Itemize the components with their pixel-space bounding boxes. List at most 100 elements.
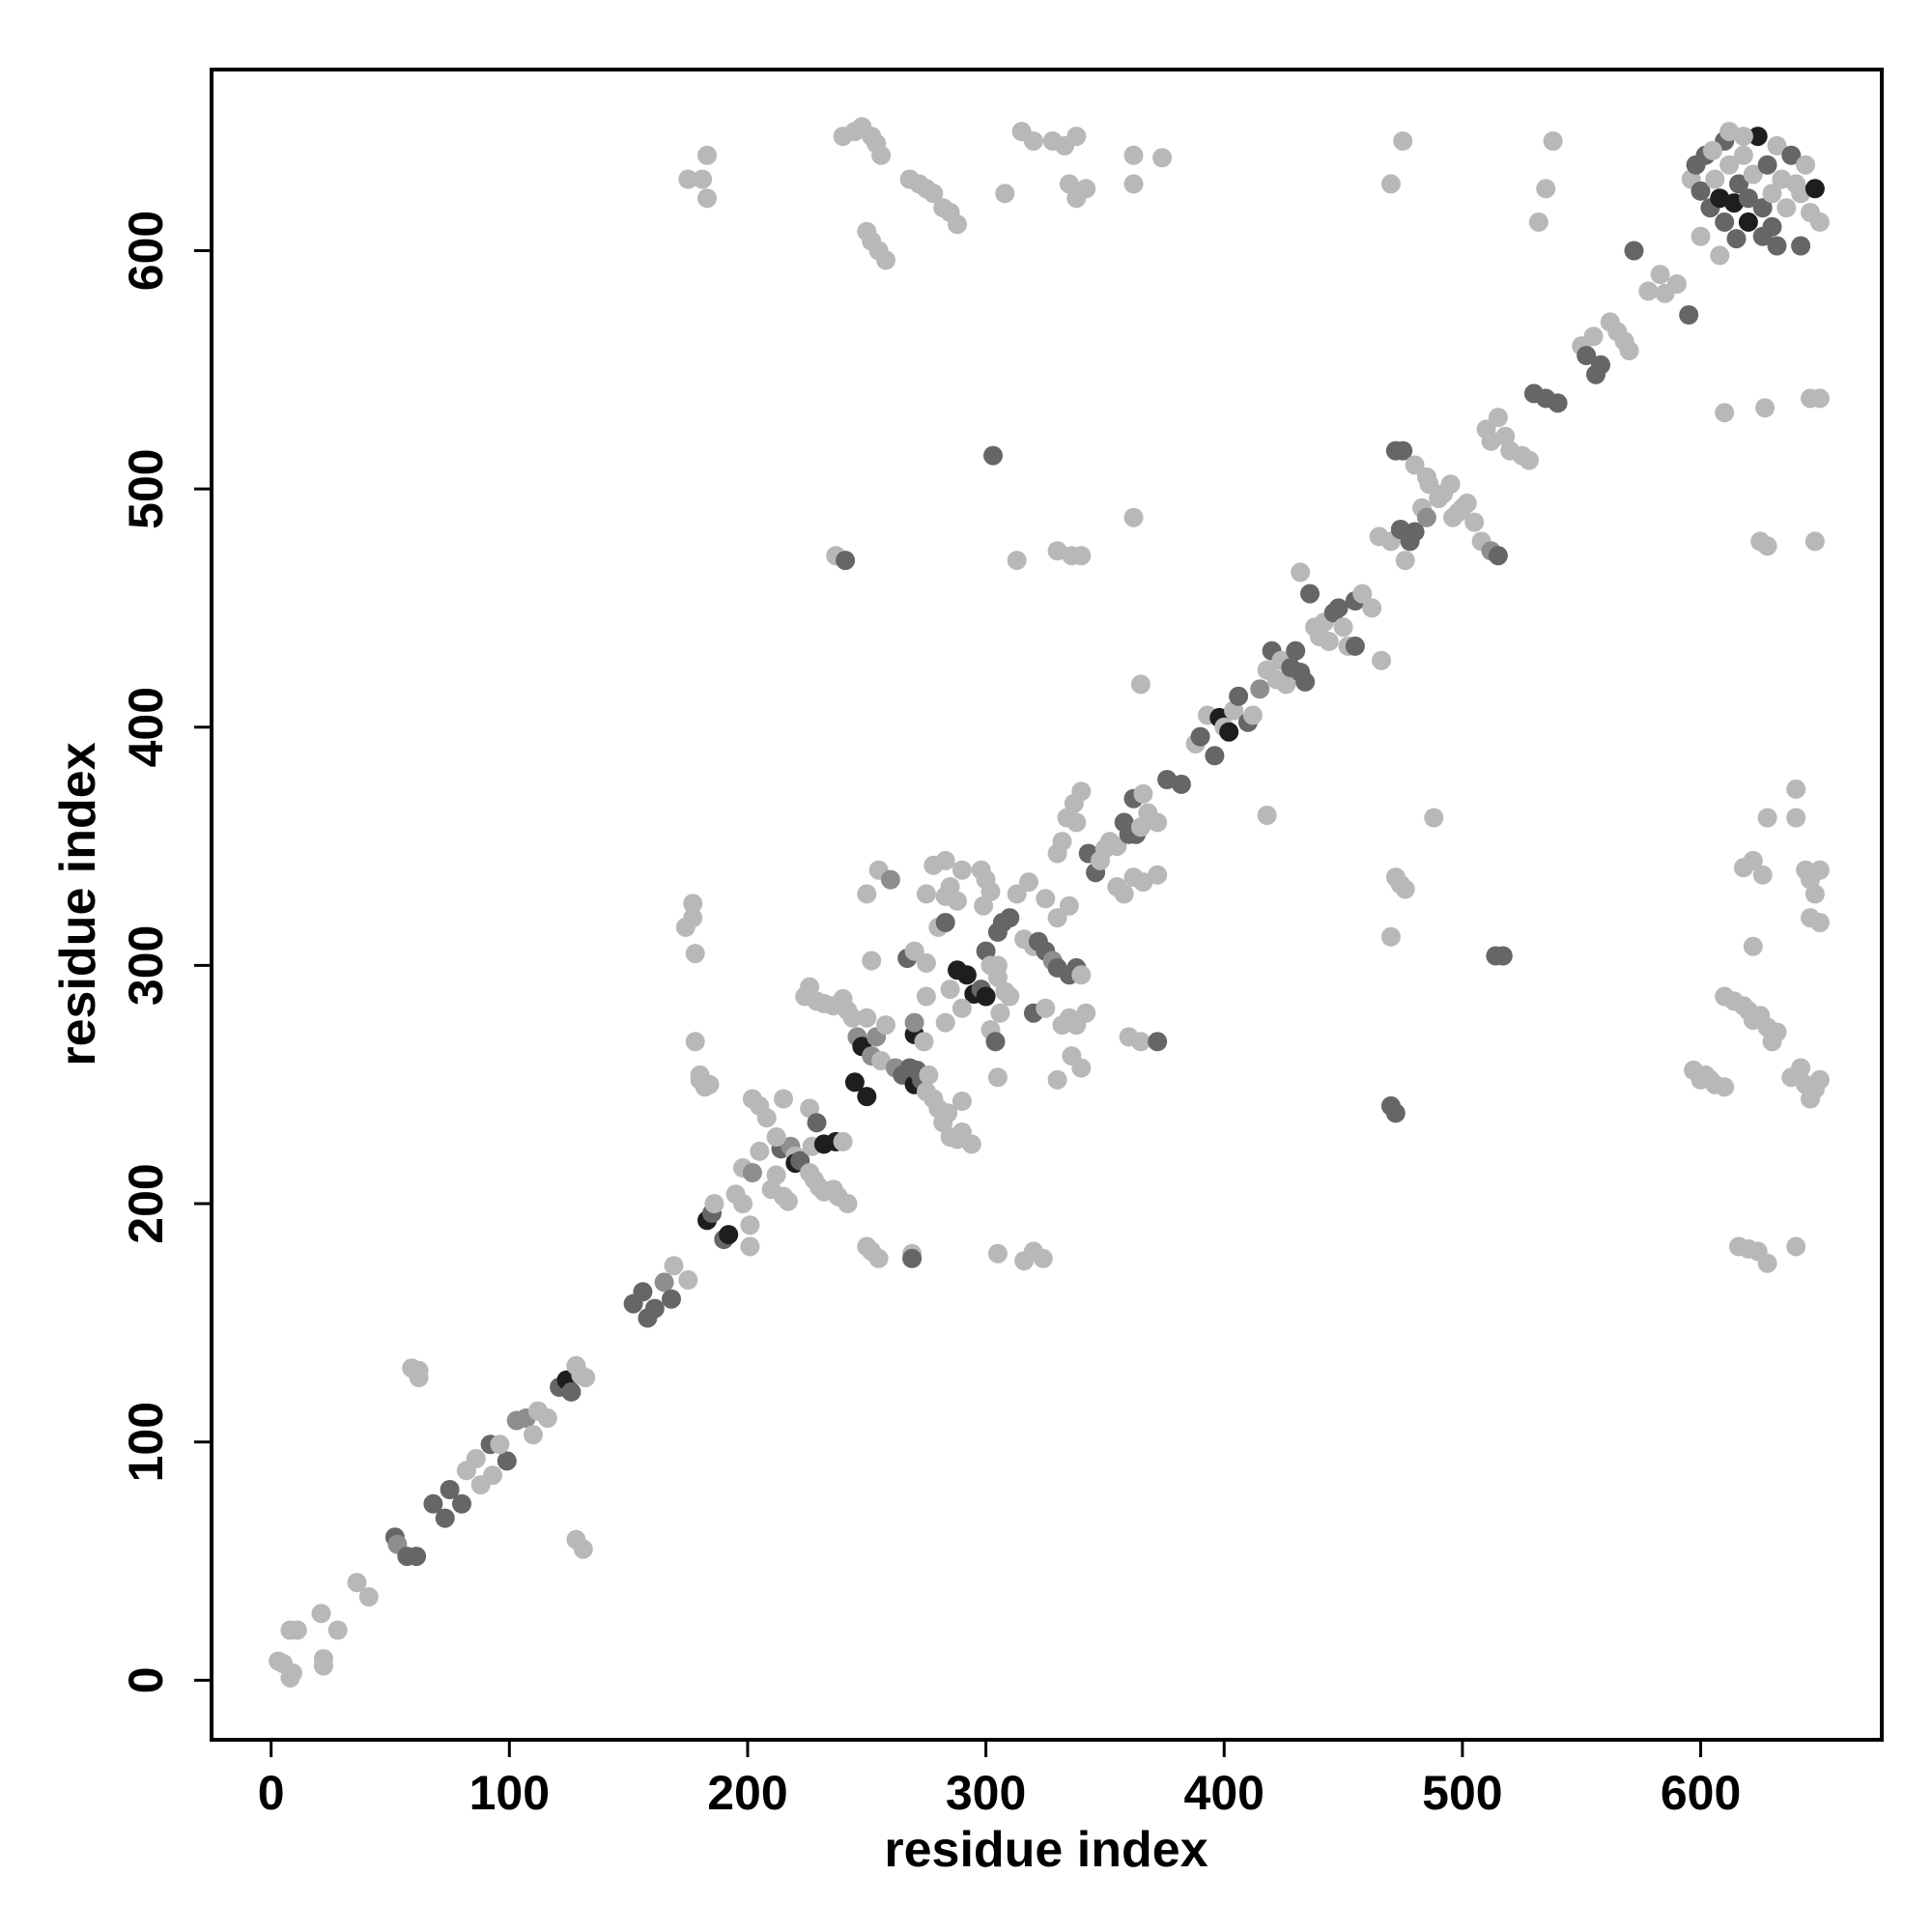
data-point — [1719, 155, 1740, 175]
data-point — [961, 1134, 981, 1154]
data-point — [1295, 671, 1316, 692]
data-point — [1757, 808, 1777, 828]
data-point — [833, 1131, 853, 1151]
data-point — [466, 1449, 486, 1468]
data-point — [1715, 1077, 1735, 1097]
data-point — [644, 1298, 665, 1319]
data-point — [902, 1248, 923, 1268]
data-point — [952, 860, 972, 880]
data-point — [1424, 808, 1444, 828]
data-point — [1702, 140, 1722, 160]
data-point — [1767, 1022, 1787, 1042]
data-point — [1114, 884, 1134, 904]
data-point — [1059, 174, 1079, 194]
x-tick-label: 500 — [1422, 1766, 1502, 1820]
data-point — [719, 1225, 739, 1245]
data-point — [750, 1141, 770, 1161]
data-point — [940, 877, 960, 896]
data-point — [1130, 674, 1151, 695]
data-point — [1345, 636, 1365, 656]
data-point — [756, 1108, 777, 1128]
data-point — [1205, 746, 1225, 766]
data-point — [1757, 155, 1777, 175]
data-point — [407, 1547, 427, 1567]
data-point — [282, 1662, 302, 1683]
data-point — [1804, 179, 1825, 199]
data-point — [836, 551, 856, 571]
data-point — [1464, 512, 1485, 532]
data-point — [1071, 965, 1092, 985]
data-point — [1219, 722, 1239, 742]
data-point — [1023, 131, 1043, 151]
data-point — [1372, 650, 1391, 670]
data-point — [435, 1508, 455, 1528]
data-point — [1583, 327, 1604, 347]
data-point — [287, 1620, 307, 1640]
data-point — [662, 1289, 681, 1309]
data-point — [1190, 726, 1210, 747]
data-point — [1333, 617, 1353, 638]
data-point — [1619, 341, 1639, 360]
data-point — [633, 1282, 653, 1302]
data-point — [938, 1103, 958, 1123]
data-point — [916, 986, 936, 1007]
data-point — [876, 250, 895, 270]
data-point — [1638, 281, 1659, 301]
data-point — [1148, 812, 1168, 833]
data-point — [1520, 450, 1539, 470]
data-point — [1809, 1069, 1830, 1090]
data-point — [409, 1368, 429, 1388]
data-point — [919, 1065, 939, 1085]
data-point — [995, 184, 1015, 204]
y-tick-label: 400 — [119, 687, 173, 767]
x-tick-label: 100 — [469, 1766, 550, 1820]
data-point — [985, 1032, 1006, 1052]
data-point — [987, 1243, 1008, 1264]
data-point — [1385, 1103, 1406, 1123]
data-point — [948, 891, 967, 911]
data-point — [699, 1074, 720, 1094]
data-point — [1052, 832, 1072, 852]
data-point — [774, 1089, 793, 1109]
data-point — [1291, 562, 1311, 582]
y-axis-label: residue index — [50, 742, 106, 1065]
data-point — [1776, 198, 1797, 218]
data-point — [1393, 440, 1413, 461]
data-point — [697, 145, 717, 165]
data-point — [683, 894, 703, 914]
data-point — [1767, 135, 1787, 156]
x-axis: 0 100 200 300 400 500 600 — [258, 1740, 1741, 1820]
data-point — [1726, 229, 1747, 249]
data-point — [1690, 226, 1711, 246]
data-point — [1250, 679, 1270, 699]
x-tick-label: 0 — [258, 1766, 285, 1820]
data-point — [1762, 184, 1782, 204]
data-point — [1047, 1069, 1067, 1090]
data-point — [1738, 188, 1758, 209]
data-point — [1548, 393, 1568, 413]
data-point — [497, 1451, 517, 1471]
data-point — [1705, 169, 1725, 189]
data-point — [1076, 1003, 1096, 1023]
data-point — [1007, 551, 1027, 571]
data-point — [733, 1194, 753, 1213]
data-point — [952, 998, 972, 1018]
data-point — [1762, 216, 1782, 237]
data-point — [1690, 181, 1711, 201]
data-point — [1488, 408, 1508, 428]
data-point — [1352, 583, 1373, 604]
data-point — [1123, 145, 1144, 165]
data-point — [1380, 174, 1401, 194]
data-point — [876, 1015, 895, 1036]
data-point — [1066, 127, 1087, 147]
data-point — [697, 188, 717, 209]
data-point — [1328, 598, 1349, 618]
data-point — [347, 1573, 367, 1593]
plot-frame — [210, 68, 1884, 1742]
data-point — [1133, 783, 1153, 804]
data-point — [1107, 837, 1127, 857]
data-point — [1148, 865, 1168, 885]
data-point — [1133, 872, 1153, 893]
y-tick-label: 200 — [119, 1163, 173, 1243]
data-point — [1395, 551, 1415, 571]
